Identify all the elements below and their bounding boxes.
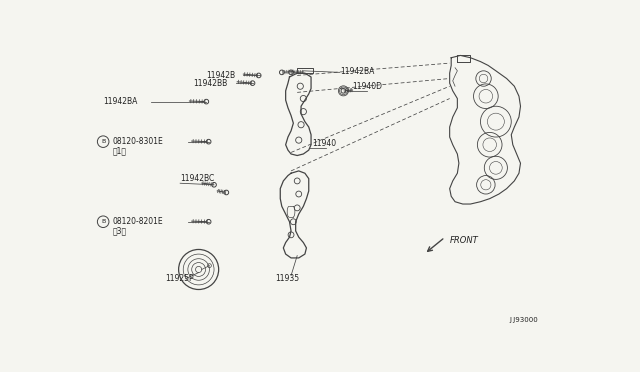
Text: 08120-8201E: 08120-8201E: [113, 217, 163, 226]
Text: 11940: 11940: [312, 139, 337, 148]
Text: 08120-8301E: 08120-8301E: [113, 137, 163, 146]
Text: B: B: [101, 139, 106, 144]
Text: 11942BA: 11942BA: [103, 97, 138, 106]
Text: 11942BA: 11942BA: [340, 67, 374, 76]
Text: FRONT: FRONT: [450, 236, 479, 245]
Text: 11935: 11935: [276, 274, 300, 283]
Text: 11925P: 11925P: [164, 274, 193, 283]
Text: 11942BC: 11942BC: [180, 174, 214, 183]
Text: J J93000: J J93000: [509, 317, 538, 323]
Text: 11942B: 11942B: [207, 71, 236, 80]
Text: 11942BB: 11942BB: [194, 78, 228, 88]
Text: B: B: [101, 219, 106, 224]
Text: 〈3〉: 〈3〉: [113, 227, 127, 235]
Text: 11940D: 11940D: [353, 82, 383, 91]
Text: 〈1〉: 〈1〉: [113, 147, 127, 155]
